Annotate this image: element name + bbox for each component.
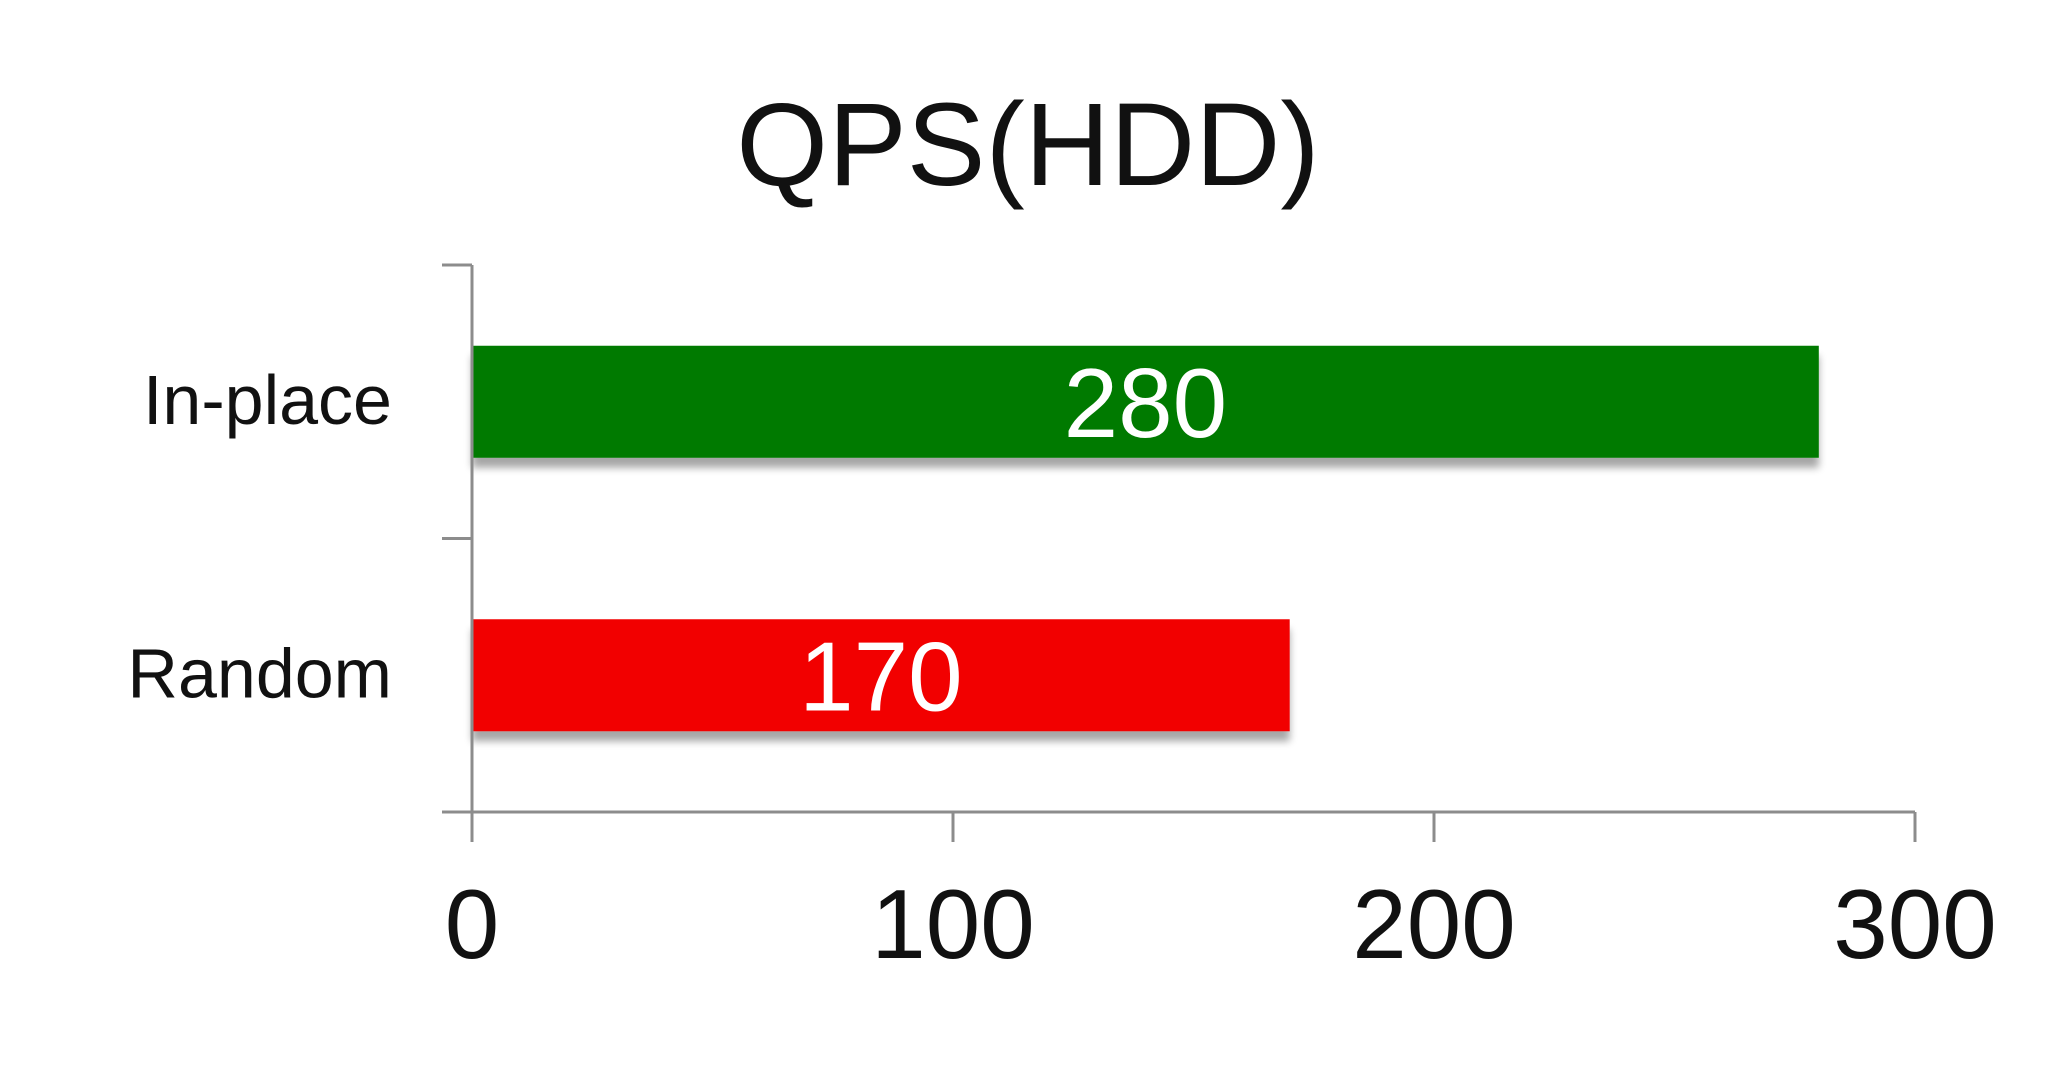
bar-value-label: 170: [799, 621, 963, 731]
x-tick-label: 300: [1833, 869, 1997, 979]
axes-layer: 0 100 200 300: [442, 263, 1997, 979]
bars-layer: 280 In-place 170 Random: [127, 345, 1819, 732]
x-tick-label: 200: [1352, 869, 1516, 979]
category-label: In-place: [143, 361, 392, 439]
category-label: Random: [127, 634, 392, 712]
x-tick-label: 0: [445, 869, 500, 979]
bar-value-label: 280: [1064, 348, 1228, 458]
bar: [472, 345, 1819, 458]
bar: [472, 619, 1290, 732]
x-tick-label: 100: [871, 869, 1035, 979]
chart-title: QPS(HDD): [736, 79, 1319, 211]
